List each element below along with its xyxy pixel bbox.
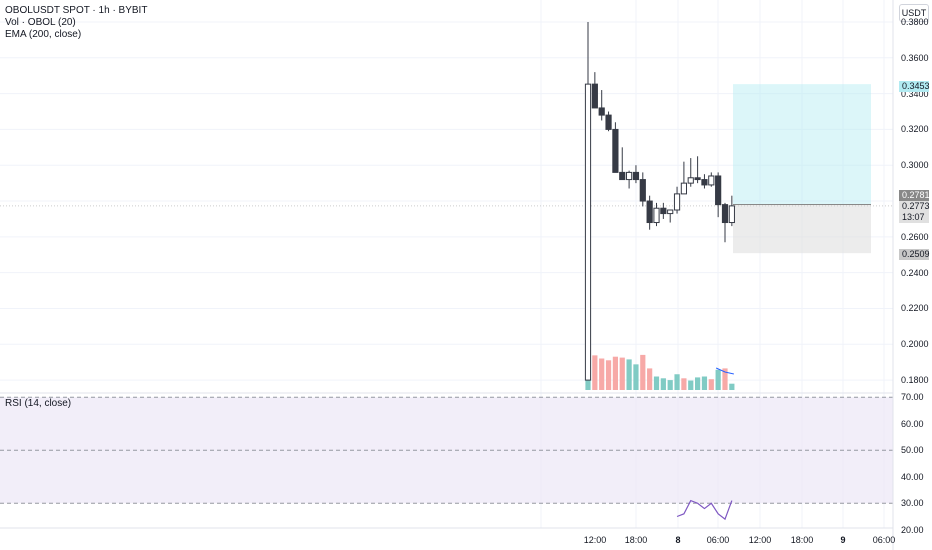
volume-bar <box>695 377 701 390</box>
time-axis-label: 18:00 <box>790 535 814 545</box>
time-axis-label: 12:00 <box>748 535 772 545</box>
volume-bar <box>592 355 598 390</box>
price-axis-label: 0.3800 <box>901 17 929 27</box>
candle-body <box>632 171 640 181</box>
candle-body <box>680 182 687 195</box>
volume-bar <box>633 364 639 390</box>
candle-body <box>639 179 646 202</box>
volume-bar <box>626 359 632 390</box>
time-axis-label: 9 <box>840 535 846 545</box>
current-price-badge: 0.2773 <box>899 201 930 212</box>
volume-bar <box>715 369 721 390</box>
entry-price-badge: 0.2781 <box>899 190 930 201</box>
rsi-axis-label: 20.00 <box>901 524 924 535</box>
profit-zone <box>733 84 871 205</box>
price-axis-label: 0.2000 <box>901 339 929 350</box>
candle-body <box>728 205 735 224</box>
price-axis-label: 0.3200 <box>901 124 929 135</box>
price-axis-label: 0.3600 <box>901 52 929 63</box>
price-axis-label: 0.3000 <box>901 160 929 171</box>
candle-body <box>660 207 667 215</box>
price-axis-label: 0.1800 <box>901 375 929 386</box>
volume-bar <box>674 374 680 390</box>
volume-legend[interactable]: Vol · OBOL (20) <box>5 17 76 28</box>
candle-body <box>687 177 694 184</box>
rsi-line <box>676 499 733 521</box>
candle-body <box>612 128 619 173</box>
volume-bar <box>701 376 708 390</box>
volume-bar <box>619 357 625 390</box>
volume-bar <box>653 376 660 390</box>
price-axis-label: 0.3400 <box>901 88 929 99</box>
currency-button[interactable]: USDT <box>899 4 929 22</box>
volume-bar <box>647 368 653 390</box>
candle-body <box>619 171 626 181</box>
rsi-axis-label: 50.00 <box>901 445 924 456</box>
volume-bar <box>722 368 728 390</box>
time-axis-label: 06:00 <box>872 535 896 545</box>
volume-bar <box>681 378 687 390</box>
volume-bar <box>660 378 666 390</box>
symbol-legend[interactable]: OBOLUSDT SPOT · 1h · BYBIT <box>5 5 148 16</box>
rsi-axis-label: 40.00 <box>901 471 924 482</box>
candle-body <box>626 171 633 181</box>
price-axis-label: 0.2600 <box>901 231 929 242</box>
candle-body <box>653 207 660 224</box>
volume-bar <box>605 360 612 390</box>
candle-body <box>694 177 701 181</box>
volume-bar <box>640 354 646 390</box>
loss-zone <box>733 204 871 254</box>
rsi-axis-label: 70.00 <box>901 392 924 403</box>
candle-body <box>598 107 605 116</box>
candle-body <box>667 209 674 215</box>
countdown-badge: 13:07 <box>899 212 929 223</box>
candle-body <box>715 175 722 206</box>
candle-body <box>701 179 708 186</box>
time-axis-label: 06:00 <box>706 535 730 545</box>
volume-bar <box>729 383 735 390</box>
volume-bar <box>688 380 694 390</box>
volume-ma-line <box>715 367 734 375</box>
candle-body <box>721 204 729 224</box>
time-axis-label: 8 <box>675 535 681 545</box>
candle-body <box>591 83 598 109</box>
volume-bar <box>708 379 714 390</box>
time-axis-label: 12:00 <box>583 535 607 545</box>
candle-body <box>673 193 681 211</box>
rsi-legend[interactable]: RSI (14, close) <box>5 398 72 409</box>
volume-bar <box>612 356 618 390</box>
stop-price-badge: 0.2509 <box>899 249 930 260</box>
candle-body <box>605 114 612 130</box>
ema-legend[interactable]: EMA (200, close) <box>5 29 82 40</box>
candle-body <box>584 83 592 381</box>
time-axis-label: 18:00 <box>624 535 648 545</box>
candle-body <box>708 175 715 186</box>
price-axis-label: 0.2400 <box>901 267 929 278</box>
rsi-axis-label: 30.00 <box>901 498 924 509</box>
volume-bar <box>599 358 605 390</box>
target-price-badge: 0.3453 <box>899 81 930 92</box>
volume-bar <box>667 380 673 390</box>
candle-body <box>646 200 653 224</box>
rsi-axis-label: 60.00 <box>901 418 924 429</box>
price-axis-label: 0.2200 <box>901 303 929 314</box>
